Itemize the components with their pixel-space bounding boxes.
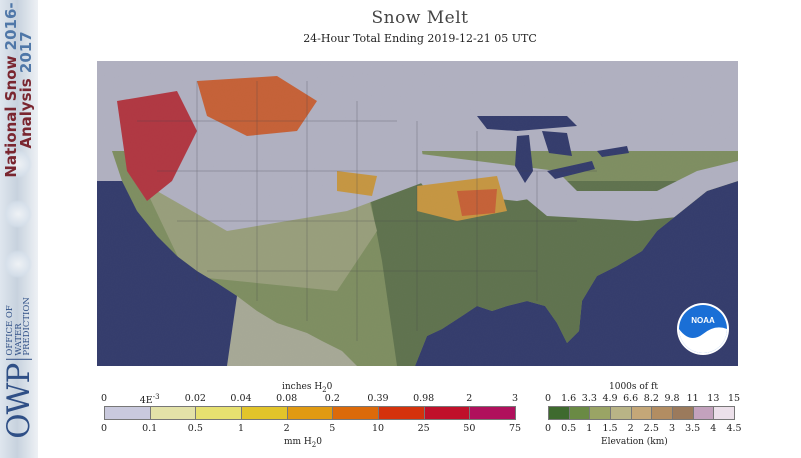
melt-legend-top-tick: 0.98: [413, 393, 435, 404]
elev-legend-top-tick: 9.8: [664, 393, 680, 404]
melt-legend-top-tick: 2: [466, 393, 473, 404]
owp-logo: OWP OFFICE OF WATER PREDICTION: [1, 297, 37, 439]
melt-legend-swatch: [149, 406, 197, 420]
elev-legend-bottom-tick: 3: [668, 423, 676, 434]
elev-legend-bottom-caption: Elevation (km): [601, 437, 668, 447]
melt-legend-tick-exponent: -3: [152, 393, 160, 401]
melt-legend-swatch: [423, 406, 471, 420]
elev-legend-swatch: [692, 406, 715, 420]
elev-legend-top-tick: 13: [707, 393, 720, 404]
elev-legend-top-tick: 1.6: [561, 393, 577, 404]
melt-legend-bottom-tick: 0.1: [142, 423, 158, 434]
snow-melt-map: [97, 61, 738, 366]
elev-legend-top-tick: 11: [686, 393, 699, 404]
melt-legend-swatch: [286, 406, 334, 420]
elev-legend-top-tick: 0: [544, 393, 552, 404]
melt-legend-swatch: [241, 406, 288, 420]
noaa-logo-text: NOAA: [691, 316, 715, 325]
melt-legend-bottom-tick: 2: [283, 423, 290, 434]
melt-legend-swatch: [469, 406, 516, 420]
melt-legend-top-tick: 4E-3: [139, 393, 160, 407]
elev-legend-swatch: [589, 406, 611, 420]
owp-mark: OWP: [1, 363, 37, 439]
melt-legend-bottom-tick: 10: [371, 423, 385, 434]
melt-legend-top-caption: inches H20: [282, 382, 333, 394]
elev-legend-bottom-tick: 1: [586, 423, 593, 434]
elev-legend-swatch: [651, 406, 673, 420]
elev-legend-swatch: [568, 406, 591, 420]
melt-legend-bottom-caption: mm H20: [284, 437, 322, 449]
elev-legend-swatch: [713, 406, 735, 420]
melt-legend-top-tick: 0.39: [367, 393, 389, 404]
elev-legend-top-tick: 4.9: [602, 393, 618, 404]
melt-legend-top-tick: 3: [511, 393, 519, 404]
melt-legend-top-tick: 0.2: [324, 393, 340, 404]
melt-legend-bottom-tick: 1: [237, 423, 245, 434]
elev-legend-swatch: [672, 406, 694, 420]
melt-legend-swatch: [378, 406, 425, 420]
noaa-logo: NOAA: [677, 303, 729, 355]
melt-legend-top-tick: 0.02: [184, 393, 206, 404]
melt-legend-bottom-tick: 5: [329, 423, 336, 434]
left-banner: National Snow 2016- Analysis 2017 OWP OF…: [0, 0, 38, 458]
melt-legend-top-tick: 0.08: [276, 393, 298, 404]
snowflake-decoration: [4, 200, 32, 228]
elev-legend-bottom-tick: 2.5: [643, 423, 659, 434]
melt-legend-swatch: [195, 406, 242, 420]
melt-legend-bottom-tick: 25: [417, 423, 430, 434]
melt-legend-swatch: [104, 406, 151, 420]
elev-legend-bottom-tick: 3.5: [685, 423, 701, 434]
elev-legend-bottom-tick: 0.5: [561, 423, 577, 434]
melt-legend-bottom-tick: 50: [463, 423, 476, 434]
page-subtitle: 24-Hour Total Ending 2019-12-21 05 UTC: [303, 32, 537, 45]
elev-legend-top-tick: 8.2: [643, 393, 659, 404]
elev-legend-swatch: [610, 406, 632, 420]
elev-legend-bottom-tick: 4: [710, 423, 717, 434]
elev-legend-top-tick: 15: [727, 393, 741, 404]
elev-legend-bottom-tick: 1.5: [602, 423, 618, 434]
banner-title: National Snow 2016- Analysis 2017: [2, 2, 35, 178]
elev-legend-top-tick: 3.3: [581, 393, 597, 404]
elev-legend-top-tick: 6.6: [623, 393, 639, 404]
melt-legend-bottom-tick: 75: [508, 423, 522, 434]
melt-legend-bottom-tick: 0: [100, 423, 108, 434]
terrain-texture: [97, 61, 738, 366]
melt-legend-swatch: [332, 406, 379, 420]
elev-legend-bottom-tick: 0: [544, 423, 552, 434]
elev-legend-swatch: [548, 406, 570, 420]
elev-legend-bottom-tick: 2: [627, 423, 634, 434]
elev-legend-top-caption: 1000s of ft: [609, 382, 658, 392]
elev-legend-bottom-tick: 4.5: [726, 423, 742, 434]
melt-legend-top-tick: 0: [100, 393, 108, 404]
snowflake-decoration: [4, 250, 32, 278]
melt-legend-top-tick: 0.04: [230, 393, 252, 404]
owp-words: OFFICE OF WATER PREDICTION: [5, 297, 32, 360]
melt-legend-bottom-tick: 0.5: [187, 423, 203, 434]
page-title: Snow Melt: [371, 8, 469, 28]
map-svg: [97, 61, 738, 366]
elev-legend-swatch: [630, 406, 653, 420]
snowflake-decoration: [4, 150, 32, 178]
